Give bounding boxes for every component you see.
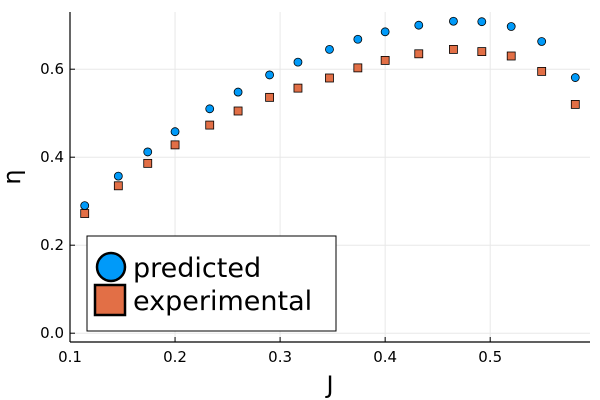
point-predicted: [570, 73, 580, 82]
y-ticks: 0.0 0.2 0.4 0.6: [40, 60, 75, 342]
point-predicted: [293, 57, 303, 67]
point-experimental: [143, 158, 153, 168]
legend-marker-predicted: [95, 251, 127, 283]
point-experimental: [293, 83, 303, 93]
point-predicted: [477, 17, 487, 27]
point-experimental: [380, 56, 390, 65]
y-tick-label: 0.0: [40, 324, 64, 342]
point-predicted: [113, 171, 123, 181]
point-experimental: [449, 45, 458, 54]
point-experimental: [233, 106, 243, 116]
point-predicted: [233, 87, 243, 97]
point-predicted: [449, 16, 458, 26]
point-experimental: [570, 100, 580, 109]
series-experimental: [80, 45, 580, 218]
point-experimental: [80, 209, 90, 218]
point-experimental: [265, 92, 274, 102]
y-tick-label: 0.6: [40, 60, 64, 78]
y-tick-label: 0.2: [40, 236, 64, 254]
point-predicted: [170, 127, 180, 137]
point-experimental: [170, 140, 180, 150]
legend-box: [86, 235, 337, 332]
axes: [69, 12, 590, 343]
y-tick-label: 0.4: [40, 148, 64, 166]
point-predicted: [353, 34, 363, 44]
x-tick-label: 0.2: [163, 348, 187, 366]
point-experimental: [414, 49, 424, 59]
x-tick-label: 0.5: [478, 348, 502, 366]
point-experimental: [325, 73, 334, 83]
data-marks: [80, 16, 580, 218]
point-predicted: [265, 70, 274, 80]
point-predicted: [205, 104, 215, 114]
y-axis-label: η: [0, 169, 26, 184]
x-tick-label: 0.1: [58, 348, 82, 366]
x-tick-label: 0.3: [268, 348, 292, 366]
point-predicted: [414, 20, 424, 30]
point-experimental: [353, 63, 363, 73]
point-predicted: [80, 201, 90, 211]
point-predicted: [537, 37, 547, 46]
point-predicted: [143, 147, 153, 157]
point-predicted: [380, 27, 390, 37]
legend-label-experimental: experimental: [133, 286, 312, 317]
point-predicted: [506, 22, 516, 31]
point-experimental: [477, 47, 487, 56]
x-axis-label: J: [324, 371, 333, 399]
legend: predicted experimental: [86, 235, 337, 332]
point-experimental: [537, 67, 547, 76]
point-experimental: [205, 120, 215, 130]
point-experimental: [506, 51, 516, 61]
x-ticks: 0.1 0.2 0.3 0.4 0.5: [58, 337, 502, 366]
series-predicted: [80, 16, 580, 211]
point-predicted: [325, 45, 334, 54]
legend-marker-experimental: [93, 283, 127, 317]
point-experimental: [113, 181, 123, 191]
legend-label-predicted: predicted: [133, 253, 261, 284]
x-tick-label: 0.4: [373, 348, 397, 366]
